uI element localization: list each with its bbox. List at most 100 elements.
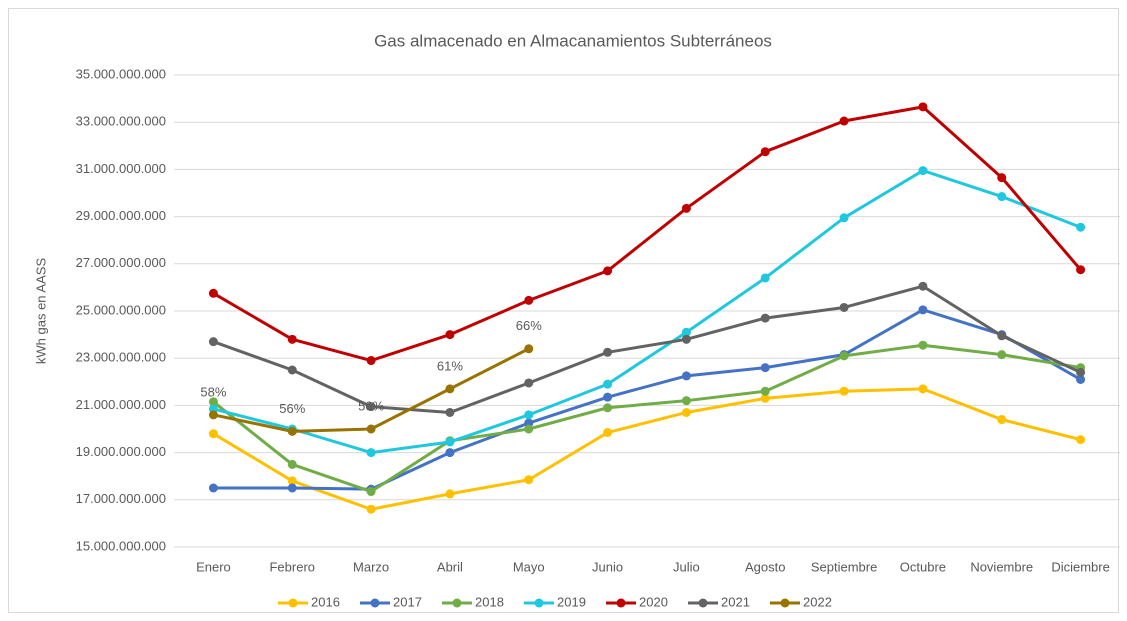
legend-marker <box>534 598 544 608</box>
data-point <box>366 504 376 514</box>
data-point <box>918 340 928 350</box>
legend-marker <box>698 598 708 608</box>
data-point <box>208 337 218 347</box>
data-point <box>603 392 613 402</box>
legend-marker <box>452 598 462 608</box>
series-line <box>213 169 1082 455</box>
data-point <box>524 475 534 485</box>
data-point <box>366 402 376 412</box>
data-point <box>681 334 691 344</box>
data-point <box>366 487 376 497</box>
x-tick-label: Julio <box>673 559 700 574</box>
x-tick-label: Febrero <box>269 559 315 574</box>
data-point <box>1076 367 1086 377</box>
data-point <box>839 351 849 361</box>
point-label: 56% <box>279 401 305 416</box>
data-point <box>918 102 928 112</box>
x-tick-label: Octubre <box>900 559 946 574</box>
x-tick-label: Noviembre <box>970 559 1033 574</box>
series-line <box>212 343 1081 494</box>
y-tick-label: 19.000.000.000 <box>76 444 166 459</box>
legend-label: 2018 <box>475 594 504 609</box>
data-point <box>760 386 770 396</box>
series-line <box>212 284 1082 414</box>
data-point <box>287 459 297 469</box>
chart-title: Gas almacenado en Almacanamientos Subter… <box>374 31 772 50</box>
data-point <box>287 426 297 436</box>
data-point <box>445 489 455 499</box>
x-tick-label: Mayo <box>513 559 545 574</box>
data-point <box>681 371 691 381</box>
y-tick-label: 25.000.000.000 <box>76 302 166 317</box>
data-point <box>997 415 1007 425</box>
data-point <box>287 476 297 486</box>
legend-label: 2022 <box>803 594 832 609</box>
data-point <box>208 483 218 493</box>
data-point <box>524 424 534 434</box>
data-point <box>997 350 1007 360</box>
data-point <box>681 407 691 417</box>
data-point <box>760 363 770 373</box>
data-point <box>997 331 1007 341</box>
data-point <box>445 384 455 394</box>
data-point <box>524 378 534 388</box>
data-point <box>1076 265 1086 275</box>
data-point <box>603 347 613 357</box>
data-point <box>839 116 849 126</box>
data-point <box>760 393 770 403</box>
x-tick-label: Marzo <box>353 559 389 574</box>
data-point <box>524 410 534 420</box>
data-point <box>366 356 376 366</box>
x-tick-label: Enero <box>196 559 231 574</box>
series-line <box>212 105 1082 363</box>
y-tick-label: 31.000.000.000 <box>76 161 166 176</box>
y-tick-label: 21.000.000.000 <box>76 397 166 412</box>
legend-marker <box>288 598 298 608</box>
point-label: 61% <box>437 358 463 373</box>
data-point <box>208 429 218 439</box>
x-tick-label: Abril <box>437 559 463 574</box>
data-point <box>997 173 1007 183</box>
data-point <box>918 166 928 176</box>
data-point <box>918 384 928 394</box>
y-tick-label: 27.000.000.000 <box>76 255 166 270</box>
series-line <box>212 387 1081 511</box>
data-point <box>681 327 691 337</box>
y-axis-label: kWh gas en AASS <box>33 258 48 365</box>
y-tick-label: 29.000.000.000 <box>76 208 166 223</box>
data-point <box>366 424 376 434</box>
y-tick-label: 33.000.000.000 <box>76 114 166 129</box>
data-point <box>445 437 455 447</box>
data-point <box>287 334 297 344</box>
legend-marker <box>370 598 380 608</box>
data-point <box>760 313 770 323</box>
data-point <box>839 213 849 223</box>
data-point <box>1076 374 1086 384</box>
data-point <box>208 397 218 407</box>
data-point <box>918 281 928 291</box>
legend-label: 2020 <box>639 594 668 609</box>
data-point <box>603 266 613 276</box>
y-tick-label: 15.000.000.000 <box>76 538 166 553</box>
legend-marker <box>616 598 626 608</box>
data-point <box>603 428 613 438</box>
series-line <box>213 308 1082 491</box>
y-tick-label: 17.000.000.000 <box>76 491 166 506</box>
data-point <box>524 295 534 305</box>
x-tick-label: Junio <box>592 559 623 574</box>
data-point <box>208 288 218 298</box>
x-tick-label: Septiembre <box>811 559 877 574</box>
point-label: 56% <box>358 398 384 413</box>
legend-label: 2021 <box>721 594 750 609</box>
data-point <box>366 448 376 458</box>
data-point <box>918 305 928 315</box>
legend-marker <box>780 598 790 608</box>
legend-label: 2016 <box>311 594 340 609</box>
data-point <box>760 147 770 157</box>
data-point <box>681 396 691 406</box>
data-point <box>760 273 770 283</box>
legend-label: 2017 <box>393 594 422 609</box>
data-point <box>445 330 455 340</box>
data-point <box>1076 222 1086 232</box>
